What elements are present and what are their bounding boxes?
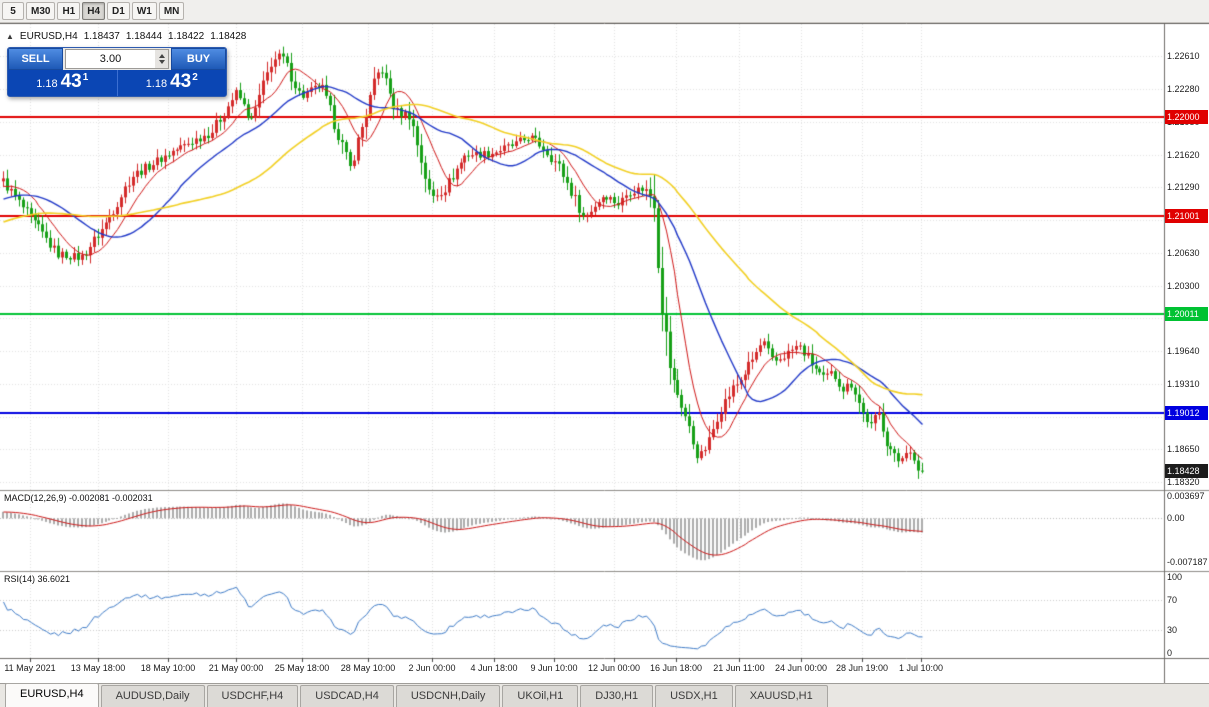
macd-label: MACD(12,26,9) -0.002081 -0.002031	[4, 493, 153, 503]
sell-price-sup: 1	[82, 72, 89, 83]
buy-price-big: 43	[170, 71, 192, 92]
chart-open-value: 1.18437	[83, 31, 120, 42]
time-axis-label: 18 May 10:00	[140, 663, 196, 673]
sell-price-small: 1.18	[36, 78, 58, 90]
rsi-label: RSI(14) 36.6021	[4, 574, 71, 584]
buy-button[interactable]: BUY	[171, 48, 226, 70]
time-axis-label: 13 May 18:00	[70, 663, 126, 673]
time-axis-label: 28 Jun 19:00	[835, 663, 889, 673]
chart-high-value: 1.18444	[125, 31, 163, 42]
time-axis-label: 1 Jul 10:00	[898, 663, 944, 673]
volume-down-icon[interactable]	[158, 60, 165, 64]
volume-spinner[interactable]	[155, 50, 168, 68]
level-price-badge: 1.20011	[1165, 307, 1208, 321]
oct-collapse-icon[interactable]: ▲	[6, 31, 14, 41]
chart-tab-usdcnh-daily[interactable]: USDCNH,Daily	[395, 685, 501, 707]
timeframe-button-d1[interactable]: D1	[107, 2, 130, 20]
rsi-scale-label: 100	[1167, 572, 1183, 582]
rsi-scale-label: 0	[1167, 648, 1173, 658]
current-price-badge: 1.18428	[1165, 464, 1208, 478]
chart-close-value: 1.18428	[210, 31, 247, 42]
chart-tab-dj30-h1[interactable]: DJ30,H1	[580, 685, 654, 707]
macd-scale-label: 0.00	[1167, 513, 1185, 523]
timeframe-toolbar: 5 M30 H1 H4 D1 W1 MN	[0, 0, 1209, 23]
time-axis-label: 21 Jun 11:00	[713, 663, 765, 673]
macd-scale-label: 0.003697	[1167, 491, 1205, 501]
price-scale[interactable]: 1.226101.222801.219501.216201.212901.209…	[1164, 23, 1209, 659]
price-scale-label: 1.22280	[1167, 84, 1200, 94]
time-axis[interactable]: 11 May 2021 13 May 18:00 18 May 10:00 21 Ma…	[0, 659, 1164, 682]
chart-info: ▲ EURUSD,H4 1.18437 1.18444 1.18422 1.18…	[6, 31, 246, 42]
timeframe-button-mn[interactable]: MN	[158, 2, 185, 20]
timeframe-button-h4[interactable]: H4	[82, 2, 106, 20]
rsi-scale-label: 70	[1167, 595, 1178, 605]
oct-controls-row: SELL 3.00 BUY	[8, 48, 226, 70]
oct-prices-row: 1.18 43 1 1.18 43 2	[8, 70, 226, 96]
price-scale-label: 1.22610	[1167, 51, 1200, 61]
volume-up-icon[interactable]	[158, 54, 165, 58]
time-axis-label: 21 May 00:00	[208, 663, 264, 673]
chart-low-value: 1.18422	[168, 31, 205, 42]
chart-window: ▲ EURUSD,H4 1.18437 1.18444 1.18422 1.18…	[0, 23, 1209, 683]
sell-price[interactable]: 1.18 43 1	[8, 70, 117, 96]
time-axis-label: 28 May 10:00	[340, 663, 396, 673]
time-axis-label: 24 Jun 00:00	[774, 663, 828, 673]
time-axis-label: 11 May 2021	[4, 663, 56, 673]
price-scale-label: 1.20300	[1167, 281, 1200, 291]
time-axis-label: 12 Jun 00:00	[587, 663, 641, 673]
timeframe-button-h1[interactable]: H1	[57, 2, 81, 20]
level-price-badge: 1.19012	[1165, 406, 1208, 420]
chart-tab-bar: EURUSD,H4 AUDUSD,Daily USDCHF,H4 USDCAD,H4 U…	[0, 683, 1209, 707]
buy-price-small: 1.18	[145, 78, 168, 90]
buy-price[interactable]: 1.18 43 2	[116, 70, 227, 96]
time-axis-label: 25 May 18:00	[274, 663, 330, 673]
chart-tab-eurusd-h4[interactable]: EURUSD,H4	[5, 683, 99, 707]
sell-button[interactable]: SELL	[8, 48, 63, 70]
chart-tab-xauusd-h1[interactable]: XAUUSD,H1	[734, 685, 828, 707]
price-scale-label: 1.18650	[1167, 444, 1200, 454]
buy-price-sup: 2	[192, 72, 198, 83]
macd-scale-label: -0.007187	[1167, 557, 1208, 567]
rsi-scale-label: 30	[1167, 625, 1178, 635]
volume-field[interactable]: 3.00	[65, 49, 169, 69]
volume-value[interactable]: 3.00	[99, 53, 122, 65]
one-click-trading-panel: SELL 3.00 BUY 1.18 43 1 1.18	[7, 47, 227, 97]
chart-tab-audusd-daily[interactable]: AUDUSD,Daily	[100, 685, 205, 707]
time-axis-label: 16 Jun 18:00	[649, 663, 703, 673]
price-scale-label: 1.21620	[1167, 150, 1200, 160]
chart-tab-usdx-h1[interactable]: USDX,H1	[655, 685, 733, 707]
price-chart-canvas[interactable]	[0, 23, 1209, 683]
chart-symbol-period: EURUSD,H4	[19, 31, 78, 42]
timeframe-button-m30[interactable]: M30	[26, 2, 56, 20]
price-scale-label: 1.18320	[1167, 477, 1200, 487]
timeframe-button-5[interactable]: 5	[2, 2, 24, 20]
price-scale-label: 1.19640	[1167, 346, 1200, 356]
time-axis-label: 9 Jun 10:00	[530, 663, 578, 673]
level-price-badge: 1.21001	[1165, 209, 1208, 223]
sell-price-big: 43	[60, 71, 82, 92]
price-scale-label: 1.20630	[1167, 248, 1200, 258]
chart-tab-ukoil-h1[interactable]: UKOil,H1	[502, 685, 579, 707]
time-axis-label: 2 Jun 00:00	[408, 663, 456, 673]
price-scale-label: 1.21290	[1167, 182, 1200, 192]
timeframe-button-w1[interactable]: W1	[131, 2, 157, 20]
level-price-badge: 1.22000	[1165, 110, 1208, 124]
time-axis-label: 4 Jun 18:00	[470, 663, 518, 673]
chart-tab-usdcad-h4[interactable]: USDCAD,H4	[300, 685, 394, 707]
chart-tab-usdchf-h4[interactable]: USDCHF,H4	[206, 685, 299, 707]
price-scale-label: 1.19310	[1167, 379, 1200, 389]
